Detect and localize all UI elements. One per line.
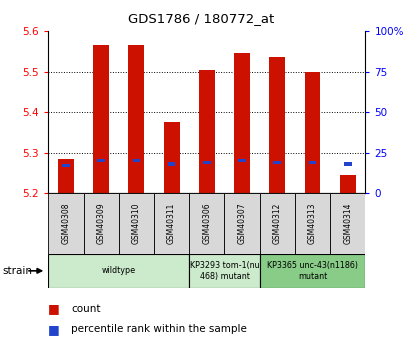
Text: percentile rank within the sample: percentile rank within the sample: [71, 325, 247, 334]
Text: ■: ■: [48, 323, 60, 336]
Bar: [129, 45, 144, 193]
Bar: [97, 159, 105, 162]
Bar: [189, 193, 224, 254]
Bar: [269, 57, 285, 193]
Bar: [260, 193, 295, 254]
Bar: [154, 193, 189, 254]
Bar: [340, 175, 356, 193]
Bar: [93, 45, 109, 193]
Bar: [234, 53, 250, 193]
Text: GSM40307: GSM40307: [238, 203, 247, 244]
Bar: [309, 161, 316, 164]
Bar: [304, 72, 320, 193]
Text: KP3365 unc-43(n1186)
mutant: KP3365 unc-43(n1186) mutant: [267, 261, 358, 280]
Bar: [58, 159, 74, 193]
Text: GSM40312: GSM40312: [273, 203, 282, 244]
Text: wildtype: wildtype: [102, 266, 136, 275]
Bar: [238, 159, 246, 162]
Text: GDS1786 / 180772_at: GDS1786 / 180772_at: [129, 12, 275, 25]
Bar: [224, 193, 260, 254]
Text: KP3293 tom-1(nu
468) mutant: KP3293 tom-1(nu 468) mutant: [190, 261, 259, 280]
Bar: [203, 161, 211, 164]
Bar: [199, 70, 215, 193]
Text: ■: ■: [48, 302, 60, 315]
Bar: [168, 162, 176, 166]
Bar: [344, 162, 352, 166]
Text: GSM40311: GSM40311: [167, 203, 176, 244]
Text: GSM40313: GSM40313: [308, 203, 317, 244]
Bar: [62, 164, 70, 167]
Bar: [48, 254, 189, 288]
Text: strain: strain: [2, 266, 32, 276]
Bar: [330, 193, 365, 254]
Text: GSM40309: GSM40309: [97, 203, 106, 244]
Bar: [84, 193, 119, 254]
Bar: [260, 254, 365, 288]
Bar: [189, 254, 260, 288]
Text: GSM40314: GSM40314: [343, 203, 352, 244]
Bar: [164, 122, 179, 193]
Bar: [273, 161, 281, 164]
Text: GSM40310: GSM40310: [132, 203, 141, 244]
Bar: [132, 159, 140, 162]
Bar: [295, 193, 330, 254]
Text: GSM40308: GSM40308: [61, 203, 71, 244]
Bar: [119, 193, 154, 254]
Bar: [48, 193, 84, 254]
Text: GSM40306: GSM40306: [202, 203, 211, 244]
Text: count: count: [71, 304, 101, 314]
